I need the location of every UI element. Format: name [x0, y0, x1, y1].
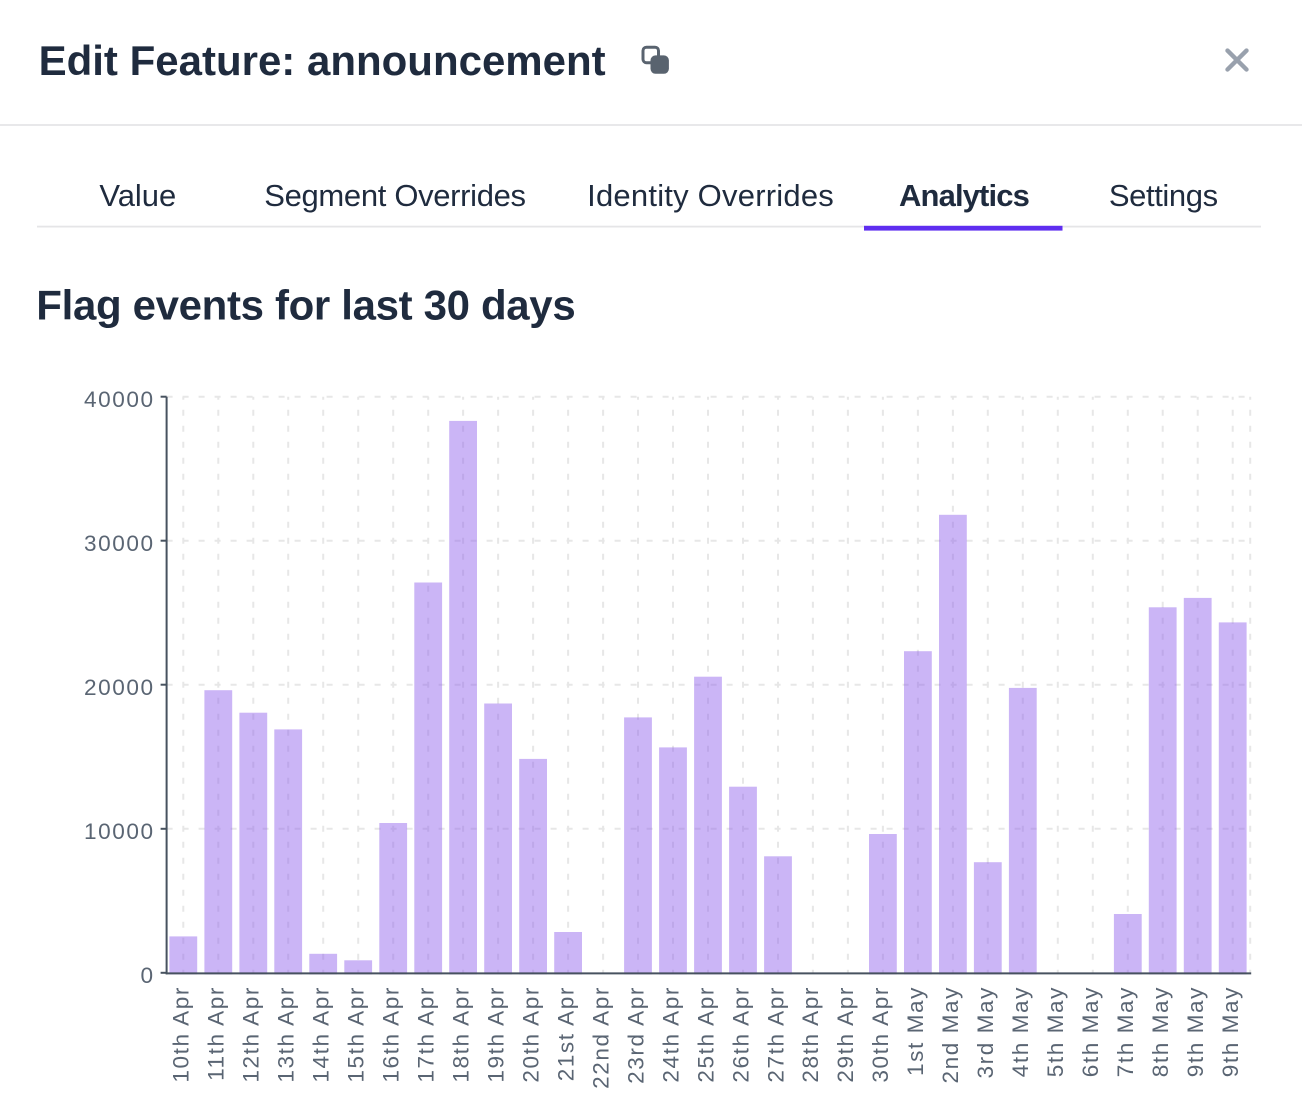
- svg-text:18th Apr: 18th Apr: [448, 986, 473, 1083]
- svg-text:16th Apr: 16th Apr: [379, 986, 404, 1083]
- svg-text:23rd Apr: 23rd Apr: [623, 986, 648, 1084]
- svg-text:5th May: 5th May: [1043, 986, 1068, 1077]
- svg-text:9th May: 9th May: [1183, 986, 1208, 1077]
- svg-text:15th Apr: 15th Apr: [344, 986, 369, 1083]
- svg-text:12th Apr: 12th Apr: [239, 986, 264, 1083]
- svg-text:Flag events for last 30 days: Flag events for last 30 days: [36, 282, 575, 329]
- svg-text:20th Apr: 20th Apr: [518, 986, 543, 1083]
- svg-text:14th Apr: 14th Apr: [309, 986, 334, 1083]
- svg-text:17th Apr: 17th Apr: [414, 986, 439, 1083]
- svg-text:10000: 10000: [84, 819, 155, 844]
- svg-text:20000: 20000: [84, 675, 155, 700]
- svg-text:30th Apr: 30th Apr: [868, 986, 893, 1083]
- svg-text:26th Apr: 26th Apr: [728, 986, 753, 1083]
- svg-text:28th Apr: 28th Apr: [798, 986, 823, 1083]
- svg-text:27th Apr: 27th Apr: [763, 986, 788, 1083]
- svg-text:2nd May: 2nd May: [938, 986, 963, 1084]
- svg-text:10th Apr: 10th Apr: [169, 986, 194, 1083]
- svg-text:Settings: Settings: [1109, 178, 1218, 213]
- svg-text:Analytics: Analytics: [899, 178, 1029, 213]
- svg-text:21st Apr: 21st Apr: [553, 986, 578, 1081]
- svg-text:Segment Overrides: Segment Overrides: [264, 178, 525, 213]
- svg-text:29th Apr: 29th Apr: [833, 986, 858, 1083]
- svg-text:6th May: 6th May: [1078, 986, 1103, 1077]
- svg-text:11th Apr: 11th Apr: [204, 986, 229, 1081]
- svg-text:24th Apr: 24th Apr: [658, 986, 683, 1083]
- svg-text:22nd Apr: 22nd Apr: [588, 986, 613, 1089]
- svg-text:4th May: 4th May: [1008, 986, 1033, 1077]
- svg-text:13th Apr: 13th Apr: [274, 986, 299, 1083]
- svg-text:40000: 40000: [84, 387, 155, 412]
- svg-text:1st May: 1st May: [903, 986, 928, 1076]
- svg-text:7th May: 7th May: [1113, 986, 1138, 1077]
- svg-text:19th Apr: 19th Apr: [483, 986, 508, 1083]
- svg-text:8th May: 8th May: [1148, 986, 1173, 1077]
- svg-text:Edit Feature: announcement: Edit Feature: announcement: [39, 37, 606, 84]
- svg-text:3rd May: 3rd May: [973, 986, 998, 1078]
- svg-text:Identity Overrides: Identity Overrides: [587, 178, 834, 213]
- svg-text:25th Apr: 25th Apr: [693, 986, 718, 1083]
- svg-text:30000: 30000: [84, 531, 155, 556]
- svg-text:0: 0: [140, 963, 154, 988]
- svg-text:Value: Value: [99, 178, 176, 213]
- svg-text:9th May: 9th May: [1218, 986, 1243, 1077]
